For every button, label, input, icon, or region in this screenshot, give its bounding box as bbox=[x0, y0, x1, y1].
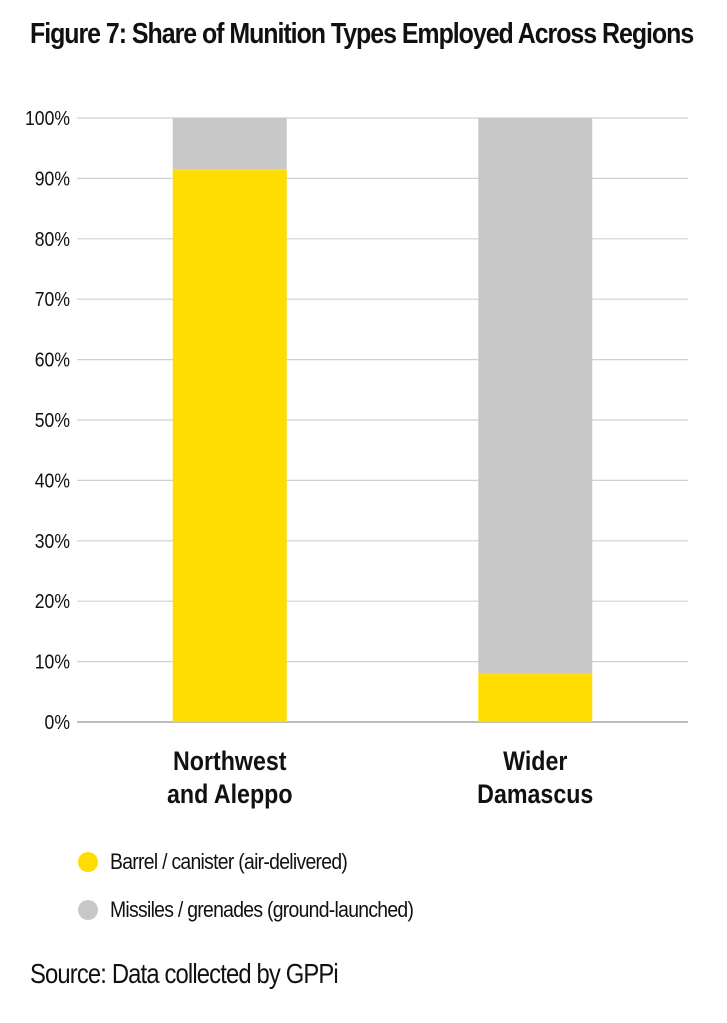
y-tick-label: 80% bbox=[35, 228, 70, 250]
bar-segment bbox=[172, 118, 287, 170]
bar-segment bbox=[478, 673, 593, 722]
y-tick-label: 30% bbox=[35, 530, 70, 552]
legend-item-missiles: Missiles / grenades (ground-launched) bbox=[78, 896, 455, 924]
x-category-label: Wider bbox=[503, 746, 567, 776]
source-note: Source: Data collected by GPPi bbox=[30, 958, 339, 989]
x-category-label: Damascus bbox=[477, 779, 593, 809]
legend-swatch-missiles bbox=[78, 900, 98, 920]
y-tick-label: 90% bbox=[35, 167, 70, 189]
legend: Barrel / canister (air-delivered) Missil… bbox=[78, 848, 455, 944]
chart-plot: 0% 10% 20% 30% 40% 50% 60% 70% 80% 90% 100% Northwe… bbox=[25, 107, 688, 809]
legend-label-barrel: Barrel / canister (air-delivered) bbox=[110, 849, 348, 874]
legend-item-barrel: Barrel / canister (air-delivered) bbox=[78, 848, 455, 876]
y-tick-label: 20% bbox=[35, 590, 70, 612]
y-tick-label: 10% bbox=[35, 651, 70, 673]
y-tick-label: 0% bbox=[45, 711, 71, 733]
x-category-label: and Aleppo bbox=[167, 779, 293, 809]
bar-segment bbox=[172, 169, 287, 723]
y-tick-label: 70% bbox=[35, 288, 70, 310]
y-tick-label: 60% bbox=[35, 349, 70, 371]
x-category-label: Northwest bbox=[173, 746, 287, 776]
y-tick-label: 40% bbox=[35, 469, 70, 491]
legend-label-missiles: Missiles / grenades (ground-launched) bbox=[110, 897, 414, 922]
y-tick-label: 50% bbox=[35, 409, 70, 431]
y-tick-label: 100% bbox=[25, 107, 70, 129]
bar-segment bbox=[478, 118, 593, 674]
chart-title: Figure 7: Share of Munition Types Employ… bbox=[30, 18, 694, 50]
legend-swatch-barrel bbox=[78, 852, 98, 872]
